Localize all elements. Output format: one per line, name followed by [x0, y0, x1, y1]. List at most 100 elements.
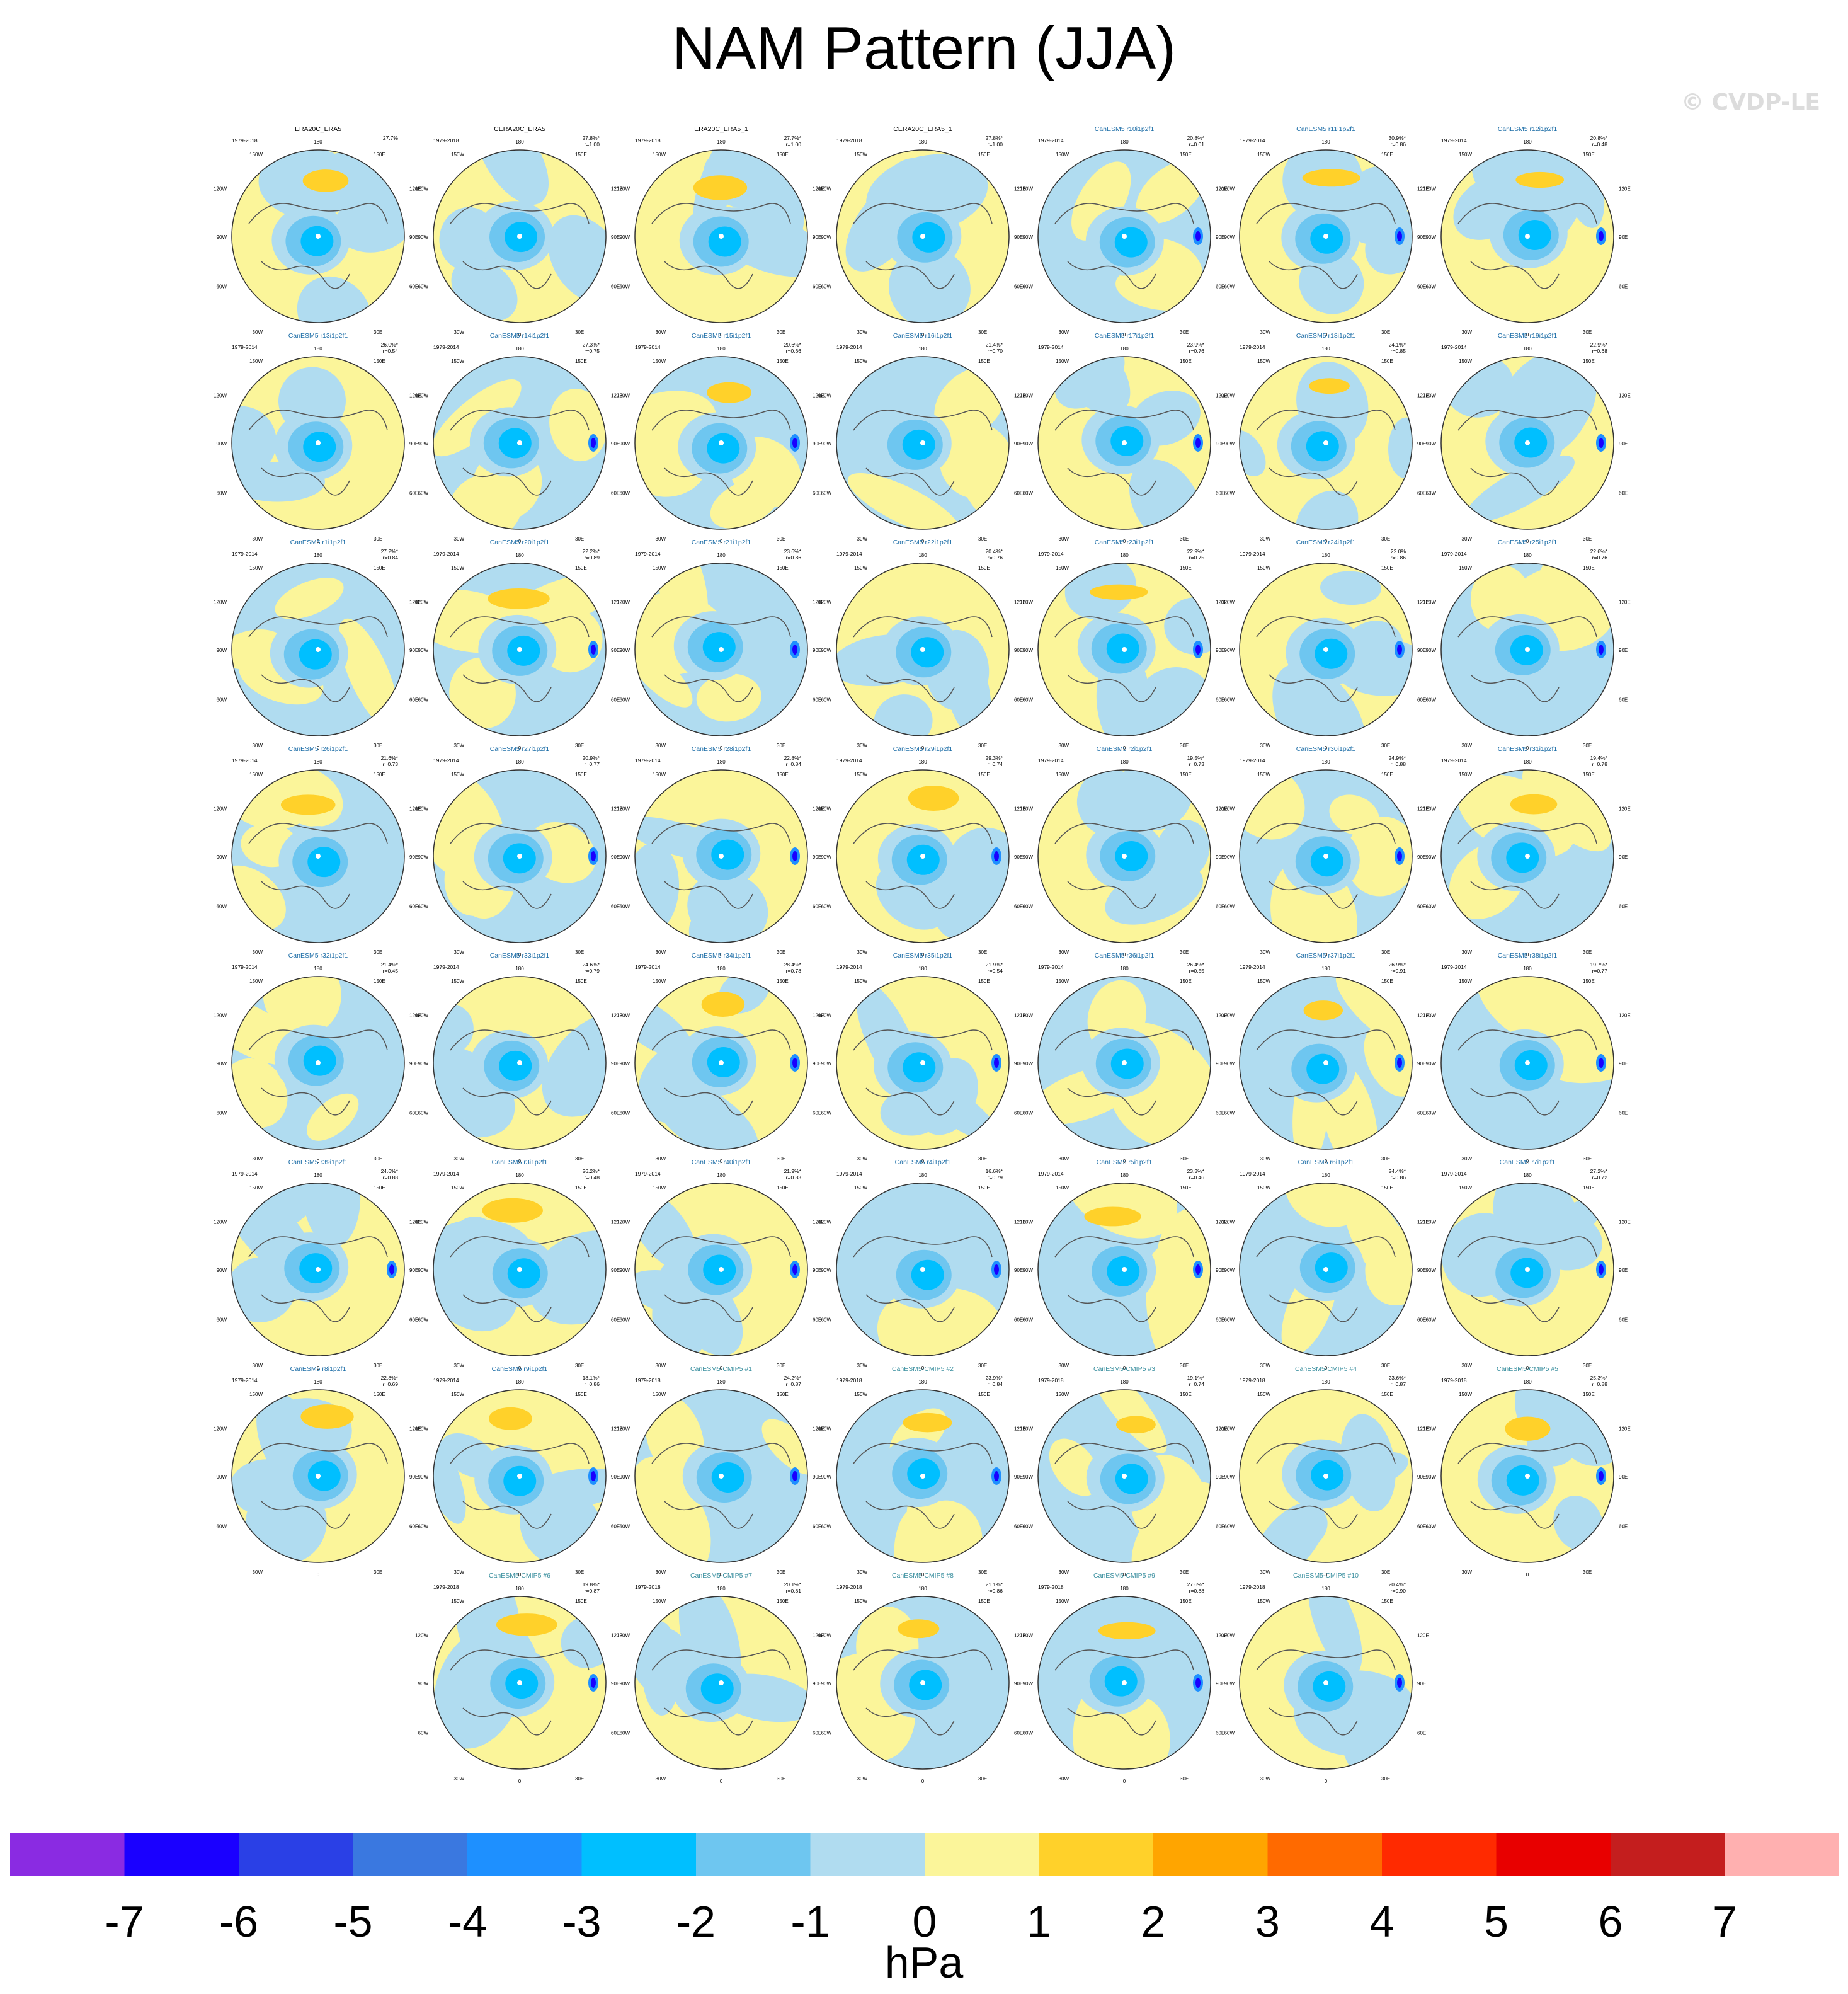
- anomaly-region: [1308, 1596, 1362, 1676]
- pole-marker: [920, 1267, 925, 1272]
- lon-label: 120W: [214, 1426, 227, 1432]
- lon-label: 150W: [854, 772, 867, 777]
- polar-anomaly: [1115, 1464, 1148, 1494]
- panel-period: 1979-2018: [635, 1584, 661, 1590]
- lon-label: 60W: [1224, 1524, 1235, 1530]
- pole-marker: [316, 1474, 321, 1479]
- lon-label: 60W: [1426, 1524, 1437, 1530]
- colorbar-tick-label: 7: [1713, 1897, 1737, 1946]
- lon-label: 90E: [611, 234, 620, 240]
- lon-label: 120E: [1014, 393, 1026, 399]
- lon-label: 90E: [1216, 1474, 1224, 1480]
- lon-label: 150E: [978, 1185, 990, 1191]
- lon-label: 180: [918, 966, 927, 971]
- polar-anomaly: [906, 844, 940, 875]
- lon-label: 60E: [1619, 284, 1628, 290]
- lon-label: 0: [720, 539, 723, 544]
- polar-anomaly: [1110, 1048, 1144, 1079]
- lon-label: 150E: [575, 358, 587, 364]
- colorbar-swatch: [353, 1833, 467, 1876]
- pole-marker: [1323, 1060, 1328, 1065]
- pole-marker: [920, 647, 925, 652]
- panel-correlation: r=0.86: [1391, 554, 1406, 561]
- panel-correlation: r=0.69: [383, 1381, 399, 1387]
- lon-label: 120E: [409, 1013, 421, 1019]
- lon-label: 60E: [813, 1111, 821, 1116]
- lon-label: 120E: [1619, 1220, 1631, 1225]
- coastline: [853, 1236, 993, 1322]
- lon-label: 90E: [409, 854, 418, 860]
- lon-label: 150W: [451, 565, 464, 571]
- polar-anomaly: [299, 1253, 333, 1284]
- coastline: [651, 823, 791, 909]
- panel-variance: 25.3%*: [1590, 1375, 1608, 1381]
- polar-anomaly: [1313, 1671, 1346, 1702]
- lon-label: 120W: [1423, 393, 1436, 399]
- panel-correlation: r=0.76: [1592, 554, 1608, 561]
- panel-title: CanESM5 r27i1p2f1: [490, 745, 550, 753]
- map-border: [1440, 1183, 1614, 1356]
- anomaly-region: [1240, 430, 1266, 476]
- panel-title: CanESM5 r21i1p2f1: [692, 539, 751, 546]
- map-border: [1440, 149, 1614, 323]
- lon-label: 0: [921, 1779, 925, 1784]
- polar-anomaly: [902, 429, 935, 460]
- anomaly-region: [635, 644, 693, 708]
- lon-label: 180: [918, 553, 927, 558]
- edge-anomaly: [994, 1471, 999, 1481]
- lon-label: 90W: [620, 1061, 630, 1067]
- edge-anomaly: [792, 438, 797, 448]
- panel-period: 1979-2018: [635, 137, 661, 144]
- lon-label: 30W: [454, 949, 465, 955]
- coastline: [651, 410, 791, 496]
- lon-label: 150W: [1459, 772, 1472, 777]
- panel-correlation: r=0.55: [1189, 968, 1205, 974]
- map-border: [1037, 1183, 1211, 1356]
- pole-marker: [1525, 1474, 1530, 1479]
- lon-label: 150W: [1257, 358, 1270, 364]
- panel-title: CanESM5-CMIP5 #4: [1295, 1365, 1357, 1373]
- pole-marker: [1122, 234, 1127, 239]
- pole-marker: [920, 440, 925, 445]
- lon-label: 0: [1325, 1159, 1328, 1164]
- pole-marker: [316, 854, 321, 859]
- lon-label: 60E: [1417, 1731, 1426, 1736]
- lon-label: 150E: [575, 152, 587, 158]
- lon-label: 0: [518, 1159, 522, 1164]
- lon-label: 30W: [1260, 1363, 1271, 1368]
- lon-label: 30W: [454, 743, 465, 748]
- pole-marker: [920, 234, 925, 239]
- pole-marker: [316, 1267, 321, 1272]
- lon-label: 120W: [818, 1633, 831, 1639]
- lon-label: 150W: [1459, 565, 1472, 571]
- positive-anomaly: [898, 1619, 940, 1639]
- lon-label: 120E: [1216, 1013, 1228, 1019]
- lon-label: 30E: [374, 1156, 382, 1162]
- lon-label: 120E: [1014, 1426, 1026, 1432]
- map-border: [1440, 769, 1614, 943]
- map-border: [1037, 976, 1211, 1150]
- lon-label: 90W: [1224, 1474, 1235, 1480]
- colorbar-swatch: [1382, 1833, 1497, 1876]
- panel-title: CanESM5 r35i1p2f1: [893, 952, 953, 960]
- panel-title: CanESM5-CMIP5 #2: [892, 1365, 954, 1373]
- panel-title: CanESM5-CMIP5 #10: [1293, 1572, 1359, 1579]
- lon-label: 90E: [1619, 854, 1628, 860]
- panel-title: CanESM5-CMIP5 #6: [489, 1572, 550, 1579]
- lon-label: 60E: [1014, 697, 1023, 703]
- polar-anomaly: [911, 1259, 944, 1290]
- lon-label: 90E: [813, 1681, 821, 1687]
- lon-label: 30E: [1583, 1569, 1592, 1575]
- lon-label: 90E: [1417, 1474, 1426, 1480]
- lon-label: 60W: [1023, 491, 1034, 496]
- lon-label: 0: [1123, 1779, 1126, 1784]
- panel-title: ERA20C_ERA5_1: [694, 125, 748, 133]
- coastline: [1457, 203, 1597, 289]
- lon-label: 90W: [1023, 1268, 1034, 1273]
